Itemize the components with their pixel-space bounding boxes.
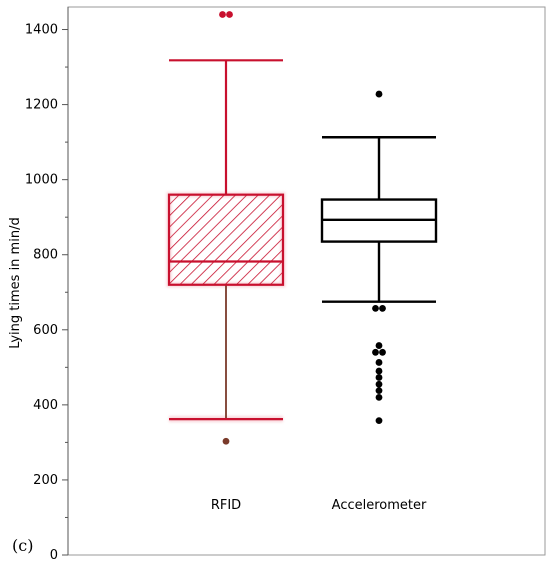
y-tick-label: 600 [33,323,58,338]
box-accelerometer [320,90,438,425]
y-tick-label: 800 [33,248,58,263]
interquartile-box [167,193,285,286]
outlier-point [379,305,386,312]
category-label: RFID [211,498,241,513]
outlier-point [375,393,383,401]
y-tick-label: 400 [33,398,58,413]
box-rfid [166,11,286,445]
outlier-point [222,437,230,445]
outlier-point [219,11,226,18]
outlier-point [375,367,383,375]
plot-frame [67,6,546,556]
x-axis-category-labels: RFID Accelerometer [211,498,427,513]
y-tick-label: 1000 [25,173,58,188]
y-axis-title: Lying times in min/d [8,217,23,348]
y-tick-label: 0 [50,548,58,563]
outlier-point [375,380,383,388]
outlier-point [375,90,383,98]
outlier-point [375,374,383,381]
box-plot-series [166,11,438,445]
outlier-point [379,348,386,356]
y-tick-label: 200 [33,473,58,488]
outlier-point [375,342,383,349]
category-label: Accelerometer [332,498,427,513]
outlier-point [375,387,383,394]
outlier-point [375,417,383,425]
outlier-point [375,359,383,366]
y-tick-label: 1400 [25,23,58,38]
y-axis-title-group: Lying times in min/d [8,217,23,348]
outlier-point [226,11,233,18]
panel-label: (c) [12,536,33,555]
outlier-point [372,305,379,312]
outlier-point [372,348,379,356]
y-tick-label: 1200 [25,98,58,113]
y-axis: 0 200 400 600 800 1000 1200 1400 [25,7,69,563]
